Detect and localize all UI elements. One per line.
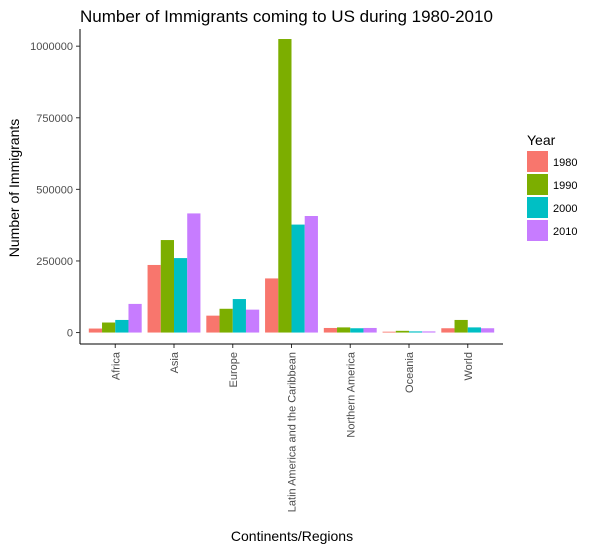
bar-2010-asia bbox=[187, 213, 201, 333]
bar-2000-europe bbox=[232, 299, 246, 333]
y-tick-label: 250000 bbox=[36, 256, 73, 268]
x-tick-label: Latin America and the Caribbean bbox=[287, 352, 299, 512]
legend-swatch-1990 bbox=[527, 174, 548, 195]
bar-2000-africa bbox=[115, 319, 129, 333]
legend-swatch-1980 bbox=[527, 151, 548, 172]
bar-2000-latin-america-and-the-caribbean bbox=[291, 224, 305, 333]
y-tick-label: 750000 bbox=[36, 113, 73, 125]
bar-2010-northern-america bbox=[363, 327, 377, 333]
bar-1980-northern-america bbox=[323, 327, 338, 333]
legend-label-2000: 2000 bbox=[553, 203, 577, 215]
x-tick-label: Oceania bbox=[404, 351, 416, 393]
y-tick-label: 500000 bbox=[36, 184, 73, 196]
bar-2010-world bbox=[480, 328, 495, 333]
bar-1980-world bbox=[441, 328, 455, 333]
bars-group bbox=[88, 39, 495, 333]
bar-2010-latin-america-and-the-caribbean bbox=[304, 216, 318, 333]
bar-1990-oceania bbox=[395, 330, 409, 333]
axes-group: Africa Asia Europe Latin America and the Ca… bbox=[30, 29, 503, 512]
legend-title: Year bbox=[527, 132, 556, 148]
y-axis-title: Number of Immigrants bbox=[6, 119, 22, 257]
bar-1990-northern-america bbox=[337, 327, 351, 333]
bar-1980-asia bbox=[147, 264, 161, 333]
bar-2010-africa bbox=[128, 303, 142, 333]
x-tick-label: Asia bbox=[169, 351, 181, 373]
y-tick-label: 1000000 bbox=[30, 41, 73, 53]
bar-1980-europe bbox=[206, 315, 220, 333]
bar-2000-world bbox=[467, 327, 481, 333]
bar-2010-europe bbox=[245, 309, 260, 333]
bar-1990-world bbox=[454, 319, 468, 333]
bar-1990-europe bbox=[219, 308, 233, 333]
legend-label-1990: 1990 bbox=[553, 180, 577, 192]
legend-swatch-2000 bbox=[527, 197, 548, 218]
bar-1980-africa bbox=[88, 328, 103, 333]
bar-2000-asia bbox=[174, 258, 188, 333]
bar-1980-oceania bbox=[382, 331, 396, 333]
legend-swatch-2010 bbox=[527, 220, 548, 241]
x-tick-label: Europe bbox=[228, 352, 240, 387]
bar-1990-latin-america-and-the-caribbean bbox=[278, 39, 292, 333]
bar-2010-oceania bbox=[422, 331, 436, 333]
bar-1990-asia bbox=[160, 240, 174, 333]
x-axis-title: Continents/Regions bbox=[231, 528, 353, 544]
bar-2000-oceania bbox=[409, 331, 423, 333]
bar-1980-latin-america-and-the-caribbean bbox=[265, 278, 279, 333]
legend-label-1980: 1980 bbox=[553, 157, 577, 169]
bar-1990-africa bbox=[102, 322, 116, 333]
x-tick-label: World bbox=[463, 352, 475, 381]
legend-label-2010: 2010 bbox=[553, 226, 577, 238]
x-tick-label: Northern America bbox=[345, 351, 357, 437]
bar-2000-northern-america bbox=[350, 328, 364, 333]
chart-title: Number of Immigrants coming to US during… bbox=[80, 7, 493, 26]
x-tick-label: Africa bbox=[110, 351, 122, 380]
y-tick-label: 0 bbox=[67, 328, 73, 340]
legend: 1980 1990 2000 2010 bbox=[527, 151, 577, 241]
